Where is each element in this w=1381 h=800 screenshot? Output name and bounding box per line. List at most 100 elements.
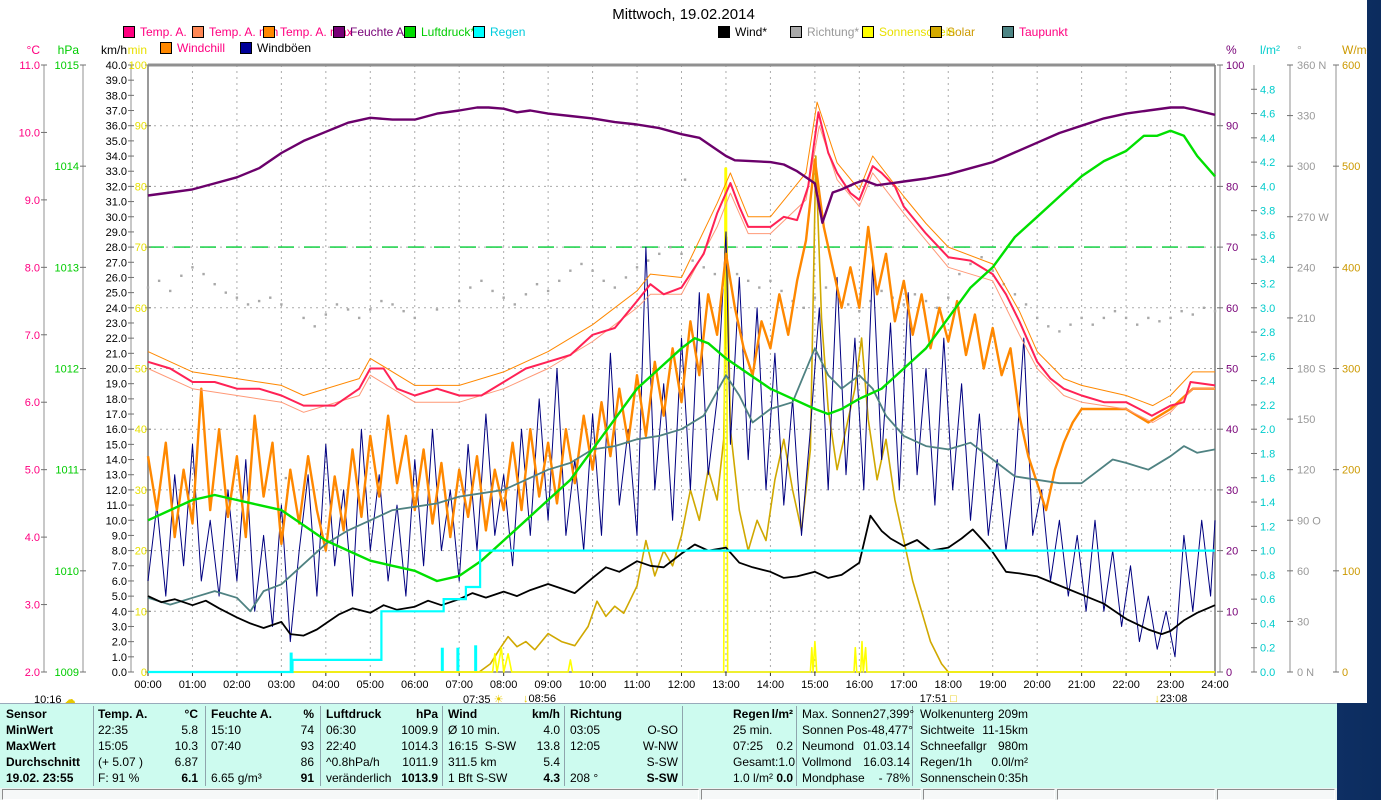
table-cell-value: S-SW	[646, 771, 678, 785]
table-row: 6.65 g/m³ 91	[211, 770, 314, 786]
table-row: 15:05 10.3	[98, 738, 198, 754]
svg-text:3.6: 3.6	[1260, 230, 1275, 242]
svg-text:3.2: 3.2	[1260, 279, 1275, 291]
table-cell-label: Neumond	[802, 739, 855, 753]
legend-item-taupunkt: Taupunkt	[1002, 25, 1068, 39]
svg-text:1.4: 1.4	[1260, 497, 1275, 509]
series-richtung	[146, 178, 1217, 480]
time-tick: 21:00	[1068, 679, 1096, 691]
axis-unit-min: min	[128, 43, 147, 57]
svg-text:10.0: 10.0	[106, 515, 127, 527]
svg-text:1010: 1010	[55, 566, 79, 578]
table-divider	[912, 706, 913, 786]
table-row: 311.5 km 5.4	[448, 754, 560, 770]
table-row: Ø 10 min. 4.0	[448, 722, 560, 738]
svg-text:60: 60	[1297, 566, 1309, 578]
svg-text:7.0: 7.0	[25, 330, 40, 342]
svg-text:50: 50	[135, 364, 147, 376]
svg-text:210: 210	[1297, 313, 1315, 325]
table-row: 22:35 5.8	[98, 722, 198, 738]
table-cell-value: 209m	[997, 707, 1028, 721]
svg-text:1013: 1013	[55, 262, 79, 274]
series-sonnenschein	[148, 167, 1215, 673]
svg-text:600: 600	[1342, 60, 1360, 72]
svg-text:11.0: 11.0	[19, 60, 40, 72]
legend-item-temp-a-min: Temp. A. min	[192, 25, 278, 39]
series-feuchte	[147, 106, 1216, 225]
table-row: ^0.8hPa/h 1011.9	[326, 754, 438, 770]
table-cell-value: 11-15km	[982, 723, 1028, 737]
svg-text:1011: 1011	[55, 465, 79, 477]
legend-item-windchill: Windchill	[160, 41, 225, 55]
table-cell-label: Mondphase	[802, 771, 865, 785]
legend-item-richtung-: Richtung*	[790, 25, 859, 39]
table-divider	[564, 706, 565, 786]
table-cell-value: 1011.9	[402, 755, 438, 769]
svg-text:4.0: 4.0	[25, 532, 40, 544]
svg-text:0: 0	[141, 667, 147, 679]
legend-item-temp-a-: Temp. A.	[123, 25, 187, 39]
series-regen_rate	[289, 645, 478, 671]
table-cell-label: 07:40	[211, 739, 242, 753]
table-cell-value: O-SO	[647, 723, 678, 737]
legend-label: Temp. A.	[140, 25, 187, 39]
table-row: Regen/1h 0.0l/m²	[920, 754, 1028, 770]
time-tick: 17:00	[890, 679, 918, 691]
svg-text:5.0: 5.0	[25, 465, 40, 477]
time-tick: 12:00	[668, 679, 696, 691]
svg-text:360 N: 360 N	[1297, 60, 1326, 72]
time-tick: 11:00	[624, 679, 651, 691]
svg-text:60: 60	[135, 303, 147, 315]
svg-text:38.0: 38.0	[106, 90, 127, 102]
table-cell-label: Wind	[448, 707, 478, 721]
svg-text:1009: 1009	[55, 667, 79, 679]
table-row: Schneefallgr 980m	[920, 738, 1028, 754]
svg-text:6.0: 6.0	[25, 397, 40, 409]
svg-text:7.0: 7.0	[112, 561, 127, 573]
table-cell-value: 0.0	[776, 771, 793, 785]
table-column-5: Richtung 03:05 O-SO 12:05 W-NW S-SW 208 ° S-SW	[570, 706, 678, 786]
axis-unit-kmh: km/h	[101, 43, 127, 57]
svg-text:0.0: 0.0	[112, 667, 127, 679]
svg-text:13.0: 13.0	[106, 470, 127, 482]
svg-text:3.4: 3.4	[1260, 254, 1275, 266]
table-cell-value: 980m	[997, 739, 1028, 753]
table-cell-value: 1013.9	[401, 771, 438, 785]
table-row: 25 min.	[733, 722, 793, 738]
table-cell-label: Durchschnitt	[6, 755, 81, 769]
time-tick: 13:00	[712, 679, 740, 691]
time-tick: 24:00	[1201, 679, 1229, 691]
status-segment	[1217, 789, 1335, 800]
series-windchill	[146, 158, 1215, 552]
svg-text:6.0: 6.0	[112, 576, 127, 588]
svg-text:35.0: 35.0	[106, 136, 127, 148]
legend-swatch	[263, 26, 275, 38]
axis-unit-deg: °	[1297, 43, 1302, 57]
svg-text:90: 90	[1226, 121, 1238, 133]
table-cell-label: Sichtweite	[920, 723, 975, 737]
table-row: 06:30 1009.9	[326, 722, 438, 738]
legend-swatch	[862, 26, 874, 38]
table-cell-label: 22:35	[98, 723, 129, 737]
svg-text:2.8: 2.8	[1260, 327, 1275, 339]
legend-swatch	[160, 42, 172, 54]
legend-item-wind-: Wind*	[718, 25, 767, 39]
table-cell-label: Schneefallgr	[920, 739, 987, 753]
table-row: S-SW	[570, 754, 678, 770]
sun-marker-1751: 17:51 □	[919, 693, 957, 705]
table-column-0: Sensor MinWert MaxWert Durchschnitt 19.02. 2…	[6, 706, 90, 786]
svg-text:0 N: 0 N	[1297, 667, 1314, 679]
legend-label: Regen	[490, 25, 526, 39]
sun-marker-icon: ↓	[1154, 693, 1160, 705]
table-cell-label: Luftdruck	[326, 707, 382, 721]
table-cell-value: 1009.9	[401, 723, 438, 737]
table-cell-value: 1.0	[778, 755, 796, 769]
table-cell-label: 1 Bft S-SW	[448, 771, 508, 785]
table-cell-label: Temp. A.	[98, 707, 148, 721]
table-divider	[682, 706, 683, 786]
svg-text:28.0: 28.0	[106, 242, 127, 254]
svg-text:2.0: 2.0	[25, 667, 40, 679]
svg-text:90: 90	[135, 121, 147, 133]
table-cell-value: 4.3	[543, 771, 560, 785]
